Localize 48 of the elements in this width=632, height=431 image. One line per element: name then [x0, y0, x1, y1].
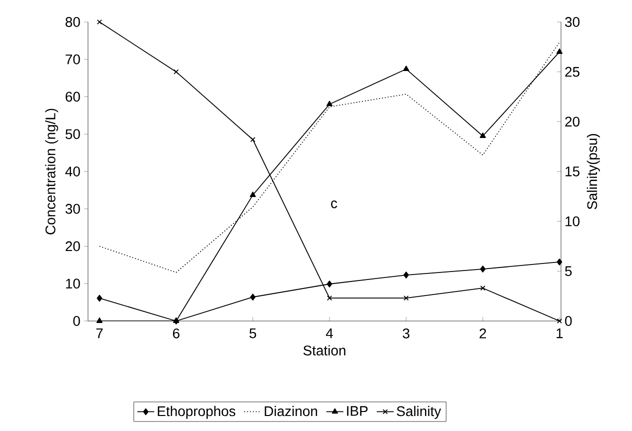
y2-tick-label: 15	[566, 166, 580, 176]
y2-tick-label: 5	[565, 266, 572, 276]
annotation: c	[331, 200, 338, 208]
point	[250, 294, 256, 301]
y-tick-label: 20	[66, 241, 80, 252]
y-tick-label: 80	[66, 17, 80, 27]
y-tick-label: 60	[66, 92, 80, 102]
x-axis-title: Station	[303, 345, 346, 356]
x-tick-label: 3	[402, 328, 410, 338]
y-tick-label: 0	[73, 316, 80, 326]
y2-tick-label: 0	[565, 316, 572, 326]
y2-axis-title: Salinity(psu)	[586, 134, 600, 210]
x-tick-label: 2	[480, 328, 486, 338]
point	[250, 192, 256, 197]
y2-tick-label: 20	[565, 116, 580, 127]
point	[480, 266, 486, 272]
legend-label: Ethoprophos	[158, 406, 236, 419]
x-tick-label: 5	[250, 328, 256, 338]
x-tick-label: 1	[556, 328, 563, 338]
legend-label: IBP	[347, 406, 368, 416]
y-tick-label: 30	[66, 204, 80, 214]
point	[403, 66, 410, 72]
point	[174, 69, 179, 74]
point	[404, 296, 409, 301]
y-tick-label: 70	[66, 54, 80, 64]
point	[326, 100, 333, 106]
y-tick-label: 10	[66, 278, 80, 289]
y-tick-label: 40	[65, 166, 80, 176]
y2-tick-label: 25	[565, 66, 580, 77]
point	[403, 272, 409, 278]
legend-label: Salinity	[396, 406, 442, 419]
x-tick-label: 4	[326, 328, 333, 338]
point	[480, 132, 486, 138]
point	[326, 296, 332, 301]
x-tick-label: 7	[96, 328, 103, 338]
y-tick-label: 50	[66, 129, 80, 140]
point	[556, 48, 563, 54]
y-axis-title: Concentration (ng/L)	[45, 108, 58, 234]
legend-label: Diazinon	[264, 406, 318, 416]
point	[326, 280, 332, 288]
point	[96, 19, 102, 25]
y2-tick-label: 10	[566, 216, 580, 226]
x-tick-label: 6	[172, 328, 180, 338]
point	[250, 137, 256, 142]
point	[480, 286, 486, 291]
y2-tick-label: 30	[565, 17, 580, 27]
point	[96, 318, 103, 323]
point	[96, 294, 102, 302]
